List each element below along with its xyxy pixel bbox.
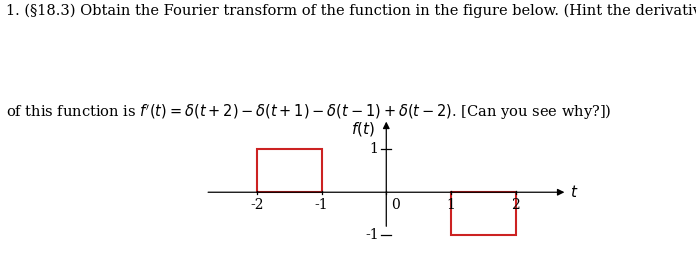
Text: -2: -2 [251, 198, 264, 212]
Bar [451, 192, 516, 235]
Text: $t$: $t$ [571, 184, 579, 200]
Text: -1: -1 [315, 198, 329, 212]
Text: 0: 0 [391, 198, 400, 212]
Text: 1. (§18.3) Obtain the Fourier transform of the function in the figure below. (Hi: 1. (§18.3) Obtain the Fourier transform … [6, 4, 696, 18]
Text: 1: 1 [370, 142, 379, 156]
Text: of this function is $f'(t) = \delta(t + 2) - \delta(t + 1) - \delta(t - 1) + \de: of this function is $f'(t) = \delta(t + … [6, 103, 611, 122]
Bar [257, 149, 322, 192]
Text: $f(t)$: $f(t)$ [351, 120, 374, 138]
Text: -1: -1 [365, 228, 379, 242]
Text: 1: 1 [446, 198, 455, 212]
Text: 2: 2 [511, 198, 520, 212]
